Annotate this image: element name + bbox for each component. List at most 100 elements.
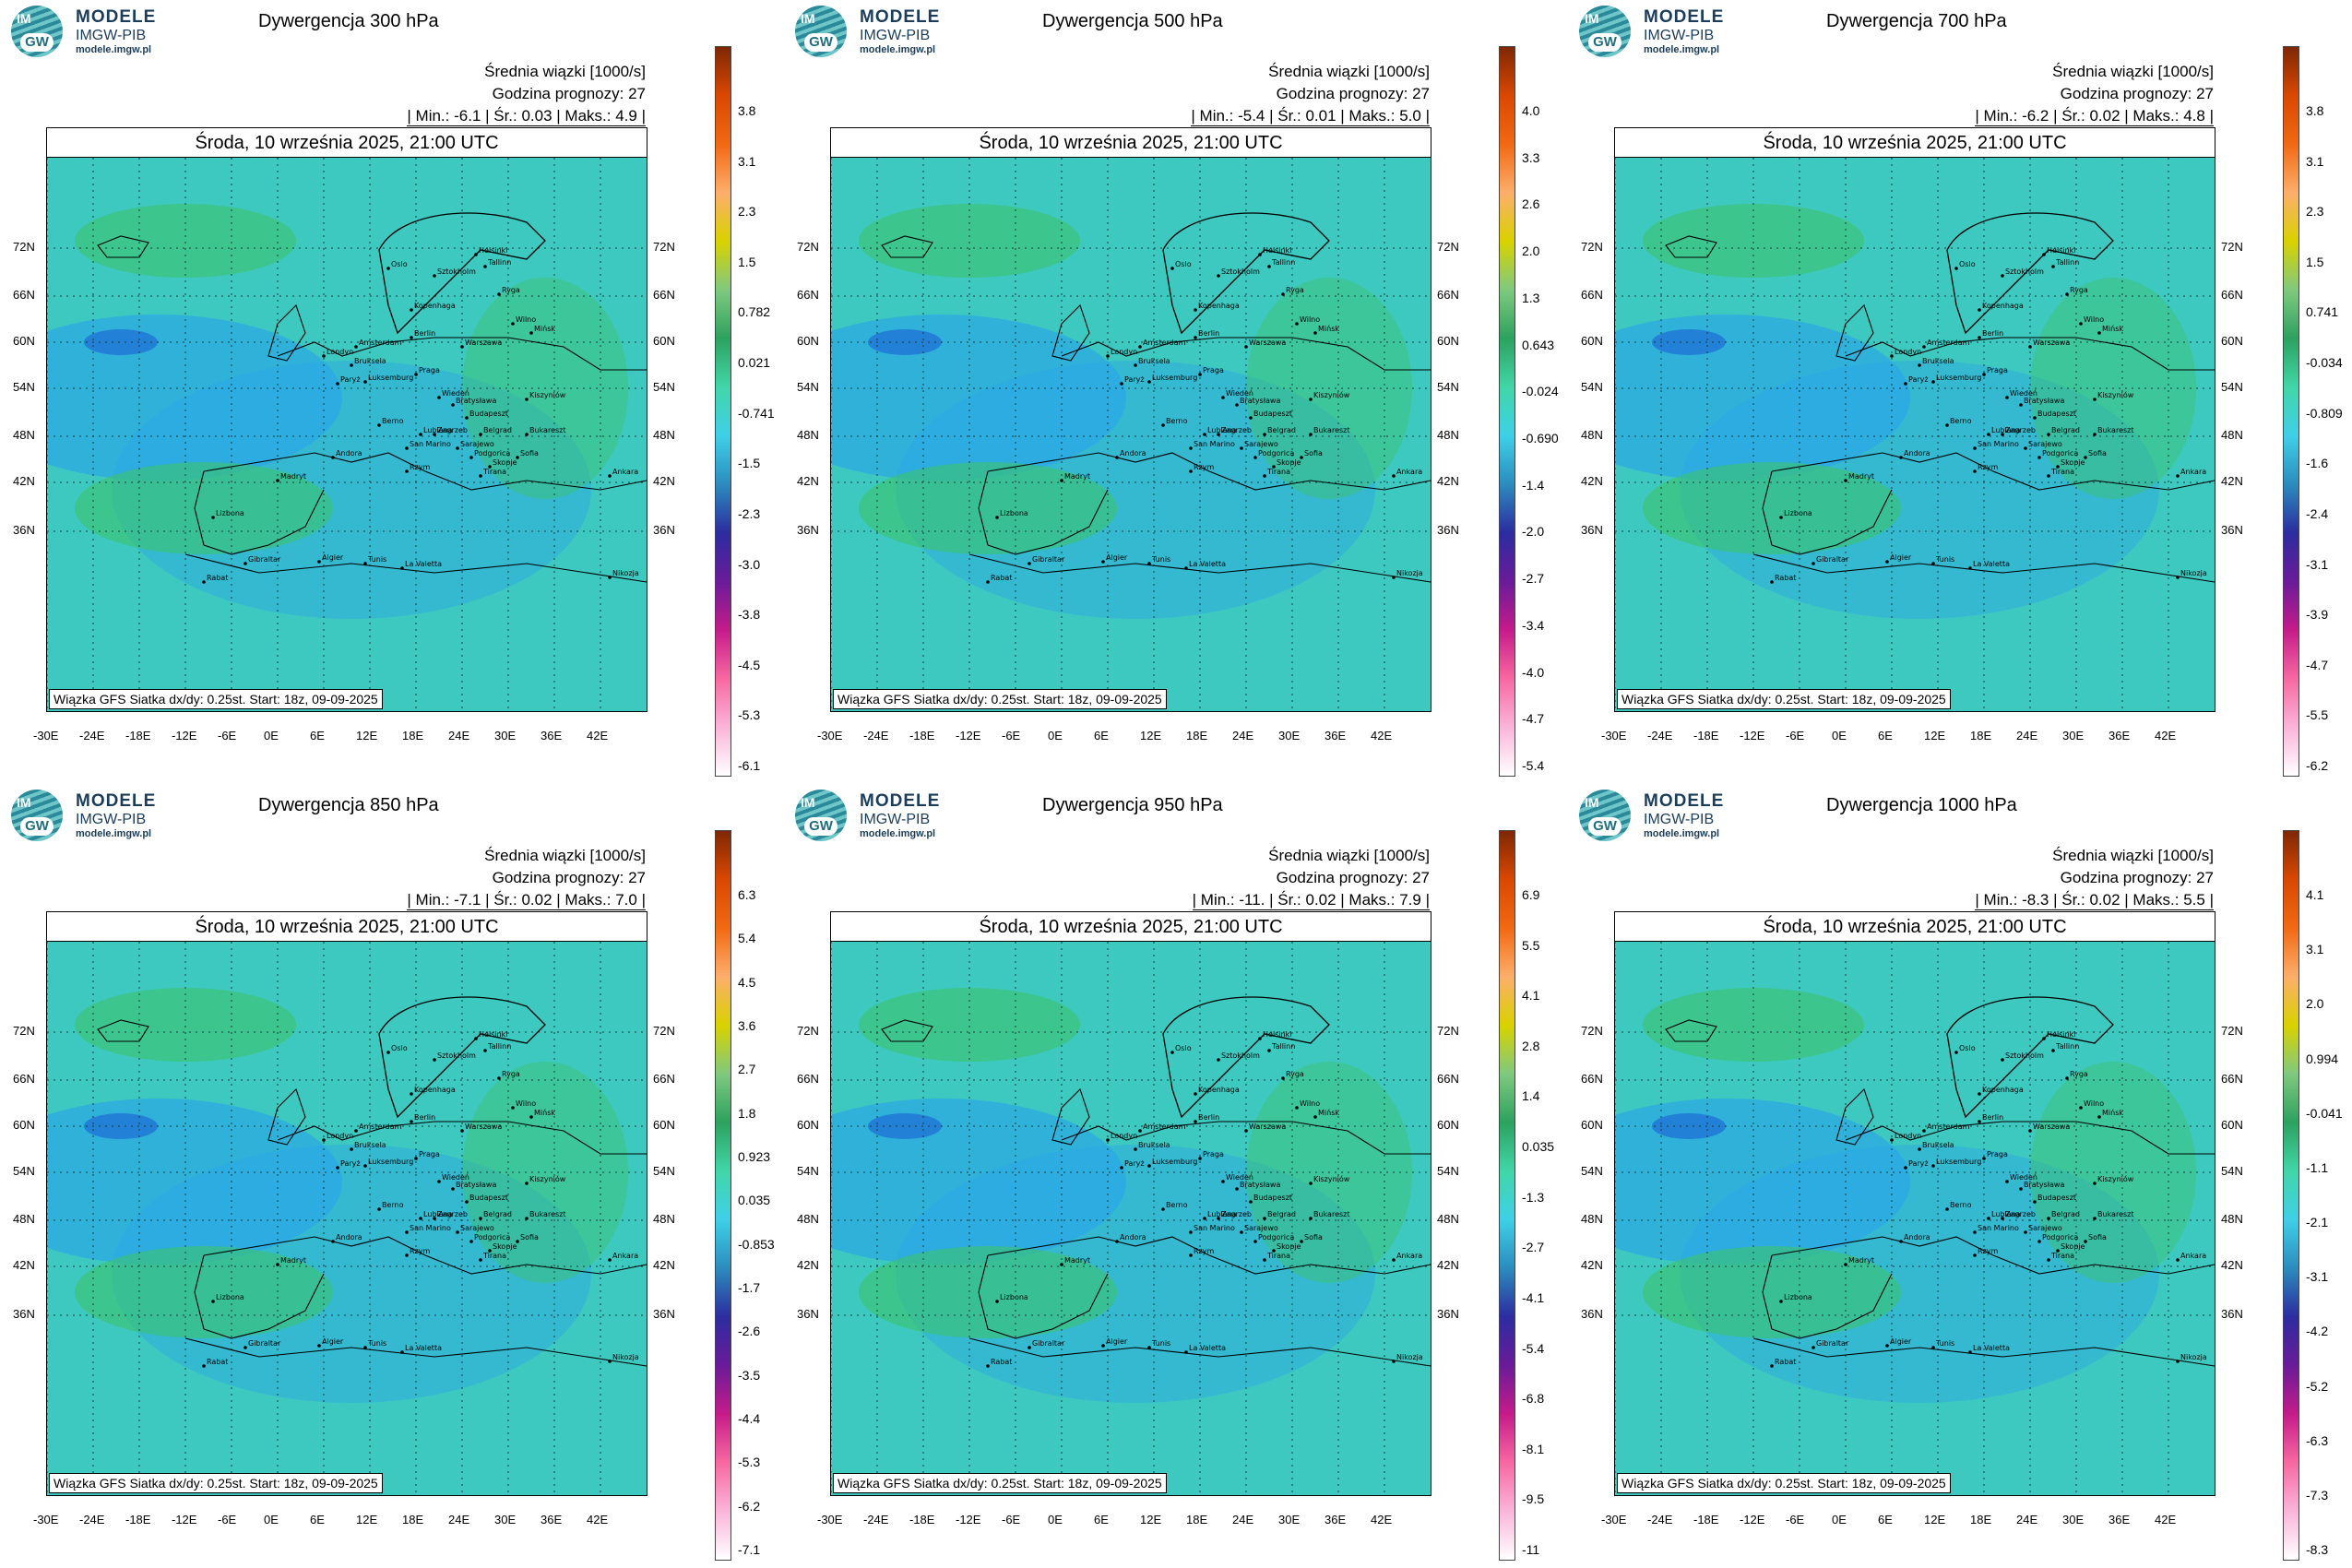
longitude-label: 24E [2016,729,2038,742]
city-marker [1221,396,1225,399]
city-label: Wiedeń [442,389,469,398]
city-label: Mińsk [2102,1109,2123,1117]
logo-emblem-icon: IM GW [1579,6,1631,57]
map-canvas: Oslo Helsinki Tallinn Sztokholm Ryga WilnoMiń… [47,942,647,1495]
longitude-label: -12E [956,1513,981,1526]
longitude-label: 18E [1970,1513,1992,1526]
city-label: Lublana [1991,426,2021,434]
city-label: Madryt [1848,472,1874,481]
colorbar [2283,830,2299,1561]
divergence-map[interactable]: Oslo Helsinki Tallinn Sztokholm Ryga Wilno Miń… [1614,157,2215,712]
city-label: Madryt [1848,1256,1874,1265]
latitude-label: 36N [1437,523,1459,537]
logo-url: modele.imgw.pl [860,44,936,55]
latitude-label: 42N [2221,474,2243,488]
city-marker [1982,1157,1986,1160]
divergence-map[interactable]: Oslo Helsinki Tallinn Sztokholm Ryga Wilno Miń… [46,157,647,712]
city-label: Londyn [1111,348,1137,356]
divergence-map[interactable]: Oslo Helsinki Tallinn Sztokholm Ryga Wilno Miń… [46,941,647,1496]
longitude-label: 6E [1878,1513,1893,1526]
latitude-label: 54N [1581,1164,1603,1178]
city-marker [2056,465,2060,469]
city-marker [2097,331,2101,335]
city-marker [1982,373,1986,376]
city-marker [414,1157,418,1160]
city-label: Podgorica [2042,449,2078,457]
city-label: Amsterdam [359,339,402,347]
city-label: Bratysława [1240,397,1280,405]
latitude-label: 36N [797,523,819,537]
colorbar [715,46,731,777]
convergence-spot [84,1113,158,1139]
logo-gw-text: GW [1588,817,1621,836]
city-marker [1170,267,1174,270]
logo-emblem-icon: IM GW [11,6,63,57]
longitude-label: 12E [1140,1513,1162,1526]
city-marker [1184,566,1188,570]
latitude-label: 42N [653,474,675,488]
city-label: Luksemburg [1152,374,1197,382]
longitude-label: 0E [264,729,279,742]
latitude-label: 66N [1437,288,1459,302]
longitude-label: 18E [1186,1513,1208,1526]
city-label: Londyn [1895,1132,1921,1140]
city-marker [469,456,473,459]
city-label: Bukareszt [529,1210,566,1218]
city-marker [511,1106,515,1110]
city-marker [1253,1240,1257,1243]
longitude-label: -30E [1601,1513,1627,1526]
longitude-label: -18E [909,1513,935,1526]
city-marker [377,423,381,427]
longitude-label: 12E [356,729,378,742]
green-region [1643,988,1864,1062]
longitude-label: 36E [1324,1513,1347,1526]
latitude-label: 48N [2221,1212,2243,1226]
city-marker [244,562,247,565]
colorbar-tick-label: -2.7 [1522,1240,1545,1255]
city-label: La Valetta [405,1344,442,1352]
city-marker [488,1249,492,1253]
city-label: Praga [419,1150,440,1158]
city-marker [2042,1037,2046,1040]
city-marker [2042,253,2046,256]
city-label: Paryż [1908,1159,1929,1168]
city-label: Ryga [2070,286,2088,294]
city-marker [1134,363,1137,367]
city-marker [465,1200,469,1204]
divergence-map[interactable]: Oslo Helsinki Tallinn Sztokholm Ryga Wilno Miń… [1614,941,2215,1496]
city-marker [211,516,215,519]
city-marker [1295,322,1299,326]
city-label: Berlin [414,1113,435,1122]
city-marker [529,331,533,335]
colorbar-tick-label: 2.0 [1522,244,1540,259]
imgw-logo: IM GW MODELE IMGW-PIB modele.imgw.pl [1579,6,1782,61]
city-marker [2176,576,2180,579]
city-marker [2079,322,2083,326]
city-label: Berno [1166,417,1188,425]
colorbar-tick-label: -0.041 [2306,1105,2343,1121]
longitude-label: -18E [125,729,151,742]
divergence-map[interactable]: Oslo Helsinki Tallinn Sztokholm Ryga Wilno Miń… [830,157,1431,712]
latitude-label: 48N [13,428,35,442]
colorbar-tick-label: -8.3 [2306,1542,2329,1557]
latitude-label: 72N [2221,240,2243,254]
city-label: Kopenhaga [1982,1086,2024,1094]
city-marker [400,1350,404,1354]
city-marker [1106,354,1110,358]
latitude-label: 72N [2221,1024,2243,1038]
logo-url: modele.imgw.pl [1644,44,1720,55]
city-marker [2093,398,2097,401]
city-marker [1812,1346,1815,1349]
city-label: Tunis [1151,555,1170,564]
city-marker [1106,1138,1110,1142]
city-marker [276,1263,279,1266]
colorbar-tick-label: -3.1 [2306,1269,2329,1285]
scandinavia-coastline [1162,212,1330,335]
city-marker [1189,469,1193,473]
city-label: Mińsk [2102,325,2123,333]
city-marker [1922,345,1926,349]
latitude-label: 36N [13,1307,35,1321]
longitude-label: 42E [587,729,609,742]
city-label: Mińsk [534,325,555,333]
divergence-map[interactable]: Oslo Helsinki Tallinn Sztokholm Ryga Wilno Miń… [830,941,1431,1496]
